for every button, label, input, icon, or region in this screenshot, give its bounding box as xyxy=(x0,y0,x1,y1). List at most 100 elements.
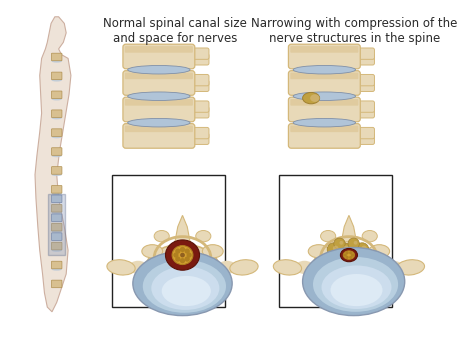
FancyBboxPatch shape xyxy=(290,73,358,79)
Polygon shape xyxy=(35,17,71,312)
FancyBboxPatch shape xyxy=(188,127,209,139)
FancyBboxPatch shape xyxy=(125,46,193,53)
Ellipse shape xyxy=(52,136,62,138)
Ellipse shape xyxy=(172,246,193,264)
Ellipse shape xyxy=(202,245,223,258)
FancyBboxPatch shape xyxy=(290,99,358,106)
Circle shape xyxy=(334,238,345,250)
Polygon shape xyxy=(175,215,190,242)
Bar xyxy=(111,175,225,307)
Circle shape xyxy=(339,241,343,245)
FancyBboxPatch shape xyxy=(288,124,360,148)
Ellipse shape xyxy=(107,260,135,275)
Ellipse shape xyxy=(128,65,190,74)
Circle shape xyxy=(346,256,349,259)
FancyBboxPatch shape xyxy=(123,124,195,148)
Polygon shape xyxy=(341,215,356,242)
Ellipse shape xyxy=(295,261,314,274)
Ellipse shape xyxy=(320,231,336,242)
Ellipse shape xyxy=(128,92,190,100)
Ellipse shape xyxy=(162,276,211,306)
Ellipse shape xyxy=(196,231,211,242)
Ellipse shape xyxy=(52,173,62,176)
Circle shape xyxy=(346,251,349,255)
Ellipse shape xyxy=(52,154,62,157)
FancyBboxPatch shape xyxy=(52,242,62,250)
FancyBboxPatch shape xyxy=(123,44,195,69)
Ellipse shape xyxy=(310,94,319,102)
Circle shape xyxy=(351,250,366,264)
Circle shape xyxy=(329,246,346,264)
Circle shape xyxy=(186,253,192,258)
Text: Normal spinal canal size
and space for nerves: Normal spinal canal size and space for n… xyxy=(103,17,247,45)
Ellipse shape xyxy=(149,251,216,293)
FancyBboxPatch shape xyxy=(354,48,374,59)
FancyBboxPatch shape xyxy=(288,71,360,95)
Ellipse shape xyxy=(151,266,219,310)
FancyBboxPatch shape xyxy=(52,261,62,269)
Circle shape xyxy=(349,251,353,255)
Circle shape xyxy=(337,243,351,256)
Circle shape xyxy=(343,246,349,251)
FancyBboxPatch shape xyxy=(123,71,195,95)
FancyBboxPatch shape xyxy=(354,80,374,92)
FancyBboxPatch shape xyxy=(52,280,62,288)
Ellipse shape xyxy=(52,60,62,63)
FancyBboxPatch shape xyxy=(188,101,209,112)
Ellipse shape xyxy=(313,257,398,312)
Ellipse shape xyxy=(340,248,357,262)
FancyBboxPatch shape xyxy=(290,125,358,132)
Ellipse shape xyxy=(143,260,226,313)
Bar xyxy=(279,175,392,307)
FancyBboxPatch shape xyxy=(52,148,62,155)
Circle shape xyxy=(180,253,185,257)
FancyBboxPatch shape xyxy=(354,133,374,144)
FancyBboxPatch shape xyxy=(354,101,374,112)
Circle shape xyxy=(348,238,359,250)
FancyBboxPatch shape xyxy=(52,204,62,212)
Circle shape xyxy=(333,246,338,251)
Ellipse shape xyxy=(52,268,62,271)
Circle shape xyxy=(354,241,357,245)
Ellipse shape xyxy=(293,118,356,127)
FancyBboxPatch shape xyxy=(188,54,209,65)
FancyBboxPatch shape xyxy=(52,72,62,80)
Ellipse shape xyxy=(369,245,390,258)
Ellipse shape xyxy=(52,79,62,82)
FancyBboxPatch shape xyxy=(188,48,209,59)
Circle shape xyxy=(180,247,185,252)
FancyBboxPatch shape xyxy=(123,97,195,122)
Circle shape xyxy=(173,253,179,258)
Ellipse shape xyxy=(330,274,383,306)
Ellipse shape xyxy=(133,251,232,316)
FancyBboxPatch shape xyxy=(52,223,62,231)
Ellipse shape xyxy=(302,247,405,316)
FancyBboxPatch shape xyxy=(52,214,62,221)
Ellipse shape xyxy=(293,65,356,74)
Ellipse shape xyxy=(165,240,200,270)
Ellipse shape xyxy=(396,260,425,275)
FancyBboxPatch shape xyxy=(288,97,360,122)
FancyBboxPatch shape xyxy=(188,133,209,144)
FancyBboxPatch shape xyxy=(52,167,62,174)
FancyBboxPatch shape xyxy=(288,44,360,69)
Ellipse shape xyxy=(52,211,62,214)
Circle shape xyxy=(180,258,185,263)
Ellipse shape xyxy=(273,260,301,275)
FancyBboxPatch shape xyxy=(52,233,62,240)
Ellipse shape xyxy=(384,261,403,274)
FancyBboxPatch shape xyxy=(52,110,62,118)
FancyBboxPatch shape xyxy=(52,185,62,193)
Ellipse shape xyxy=(308,245,329,258)
FancyBboxPatch shape xyxy=(188,75,209,86)
Ellipse shape xyxy=(52,192,62,195)
Ellipse shape xyxy=(52,117,62,119)
Circle shape xyxy=(361,246,367,251)
Ellipse shape xyxy=(343,251,355,259)
FancyBboxPatch shape xyxy=(354,127,374,139)
Circle shape xyxy=(175,248,181,254)
FancyBboxPatch shape xyxy=(354,107,374,118)
Circle shape xyxy=(344,253,347,257)
Ellipse shape xyxy=(311,244,387,296)
FancyBboxPatch shape xyxy=(354,54,374,65)
